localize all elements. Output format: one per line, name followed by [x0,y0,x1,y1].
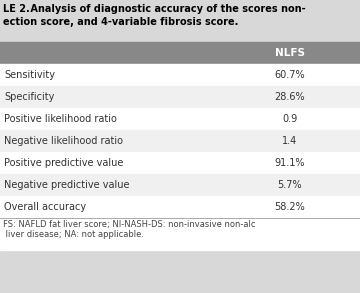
Text: Analysis of diagnostic accuracy of the scores non-: Analysis of diagnostic accuracy of the s… [27,4,306,14]
Bar [0,86,360,108]
Text: FS: NAFLD fat liver score; NI-NASH-DS: non-invasive non-alc: FS: NAFLD fat liver score; NI-NASH-DS: n… [3,220,256,229]
Text: 5.7%: 5.7% [278,180,302,190]
Bar [0,218,360,250]
Text: NLFS: NLFS [275,48,305,58]
Text: 58.2%: 58.2% [275,202,305,212]
Text: Negative likelihood ratio: Negative likelihood ratio [4,136,123,146]
Bar [0,42,360,64]
Bar [0,64,360,86]
Text: Specificity: Specificity [4,92,54,102]
Text: ection score, and 4-variable fibrosis score.: ection score, and 4-variable fibrosis sc… [3,17,238,27]
Text: Negative predictive value: Negative predictive value [4,180,130,190]
Bar [0,174,360,196]
Text: 91.1%: 91.1% [275,158,305,168]
Bar [0,108,360,130]
Bar [0,152,360,174]
Text: 0.9: 0.9 [282,114,298,124]
Text: LE 2.: LE 2. [3,4,30,14]
Text: liver disease; NA: not applicable.: liver disease; NA: not applicable. [3,230,144,239]
Bar [0,0,360,42]
Bar [0,196,360,218]
Text: Positive predictive value: Positive predictive value [4,158,123,168]
Text: Overall accuracy: Overall accuracy [4,202,86,212]
Text: 60.7%: 60.7% [275,70,305,80]
Bar [0,130,360,152]
Text: 28.6%: 28.6% [275,92,305,102]
Text: Sensitivity: Sensitivity [4,70,55,80]
Text: 1.4: 1.4 [282,136,298,146]
Text: Positive likelihood ratio: Positive likelihood ratio [4,114,117,124]
